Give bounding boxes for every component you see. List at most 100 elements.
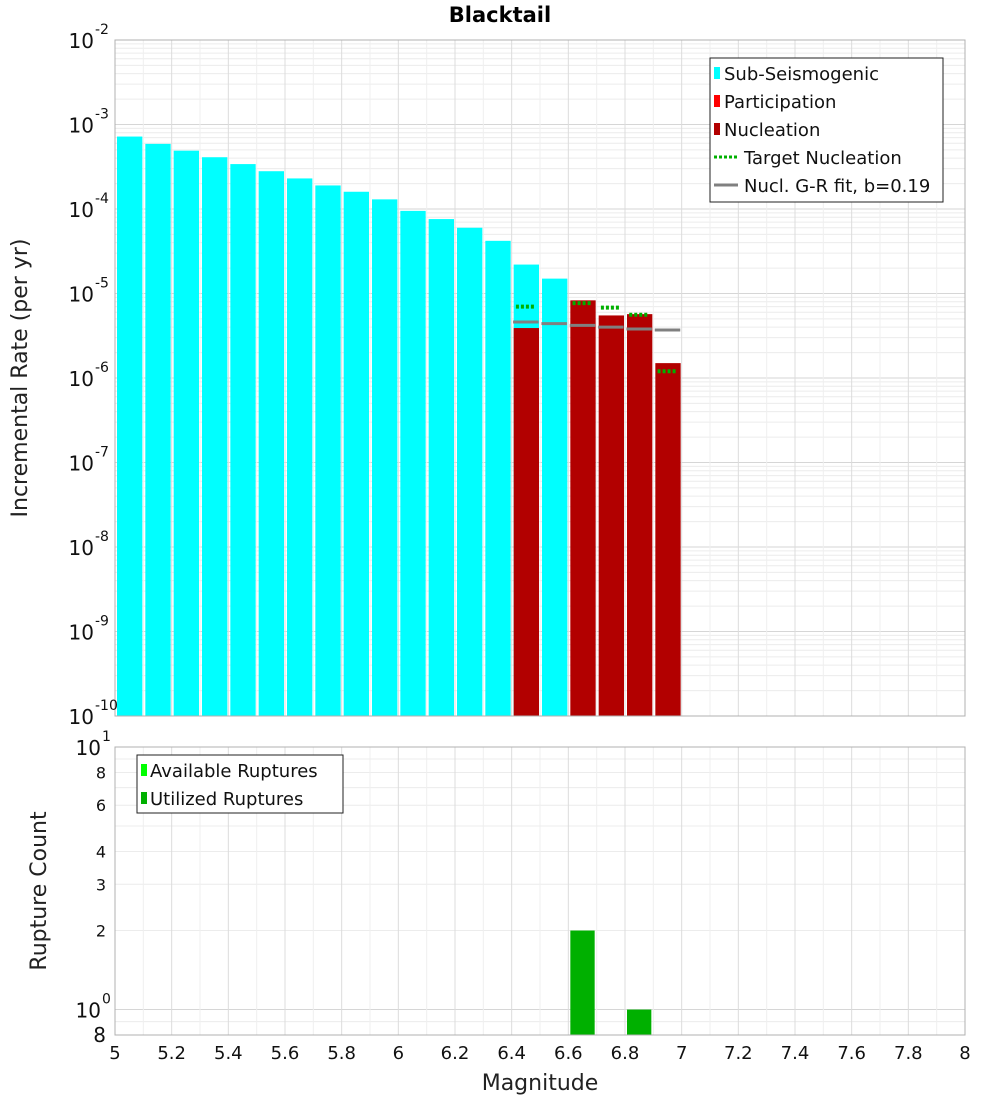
count-y-tick: 2 xyxy=(96,922,106,941)
legend-item-participation: Participation xyxy=(714,92,836,113)
rate-y-tick-exponent: -3 xyxy=(95,107,109,123)
legend-label: Available Ruptures xyxy=(150,761,318,782)
sub-seismogenic-bar xyxy=(315,185,341,717)
chart-title: Blacktail xyxy=(449,3,551,27)
x-tick: 5.8 xyxy=(327,1043,356,1064)
rate-y-tick: 10 -2 xyxy=(69,22,109,53)
count-y-tick: 8 xyxy=(93,1023,106,1047)
rate-y-tick-exponent: -4 xyxy=(95,191,109,207)
legend-item-target-nucleation: Target Nucleation xyxy=(714,148,902,169)
x-tick: 5.4 xyxy=(214,1043,243,1064)
rate-y-tick-base: 10 xyxy=(69,367,94,391)
rate-y-tick-exponent: -8 xyxy=(95,529,109,545)
legend-label: Nucleation xyxy=(724,120,820,141)
count-legend-box xyxy=(136,754,344,814)
count-y-tick: 3 xyxy=(96,875,106,894)
nucleation-bar xyxy=(655,363,681,716)
rate-bars xyxy=(117,136,681,717)
x-tick: 5 xyxy=(109,1043,120,1064)
rate-legend: Sub-Seismogenic Participation Nucleation Ta… xyxy=(709,57,944,203)
sub-seismogenic-bar xyxy=(372,199,398,717)
nucleation-bar xyxy=(570,300,596,716)
x-tick: 5.6 xyxy=(271,1043,300,1064)
legend-swatch xyxy=(714,123,720,135)
rate-y-tick: 10 -8 xyxy=(69,529,109,560)
legend-item-utilized-ruptures: Utilized Ruptures xyxy=(141,789,303,810)
rate-y-tick: 10 -4 xyxy=(69,191,110,222)
sub-seismogenic-bar xyxy=(287,178,313,717)
legend-label: Nucl. G-R fit, b=0.19 xyxy=(744,176,930,197)
sub-seismogenic-bar xyxy=(485,240,511,716)
x-tick: 7.8 xyxy=(894,1043,923,1064)
count-y-tick-exponent: 0 xyxy=(102,992,111,1008)
sub-seismogenic-bar xyxy=(145,143,171,716)
rate-lines xyxy=(513,301,681,374)
count-y-tick: 6 xyxy=(96,796,106,815)
x-axis-title: Magnitude xyxy=(482,1071,599,1096)
x-tick-labels: 5 5.2 5.4 5.6 5.8 6 6.2 6.4 6.6 6.8 7 7.2 7.4 7.6 7.8 8 xyxy=(109,1043,970,1064)
x-tick: 7.2 xyxy=(724,1043,753,1064)
sub-seismogenic-bar xyxy=(173,150,199,716)
x-tick: 6.4 xyxy=(497,1043,526,1064)
utilized-ruptures-bar xyxy=(627,1009,652,1035)
legend-swatch xyxy=(141,792,147,804)
sub-seismogenic-bar xyxy=(258,171,284,716)
rate-y-axis-title: Incremental Rate (per yr) xyxy=(8,239,33,518)
rate-y-tick-exponent: -6 xyxy=(95,360,109,376)
rate-y-tick-base: 10 xyxy=(69,114,94,138)
x-tick: 7 xyxy=(676,1043,687,1064)
sub-seismogenic-bar xyxy=(457,227,483,716)
x-tick: 6.8 xyxy=(611,1043,640,1064)
x-tick: 5.2 xyxy=(157,1043,186,1064)
x-tick: 6.2 xyxy=(441,1043,470,1064)
rate-plot-border xyxy=(114,39,966,717)
legend-label: Utilized Ruptures xyxy=(150,789,303,810)
rate-y-tick-base: 10 xyxy=(69,198,94,222)
rate-y-tick: 10 -9 xyxy=(69,614,109,645)
count-plot-border xyxy=(114,746,966,1036)
rate-y-tick-base: 10 xyxy=(69,621,94,645)
count-y-tick-exponent: 1 xyxy=(102,729,111,745)
rate-y-tick-base: 10 xyxy=(69,29,94,53)
nucleation-bar xyxy=(513,328,539,716)
legend-item-nucleation: Nucleation xyxy=(714,120,820,141)
rate-y-tick-exponent: -9 xyxy=(95,614,109,630)
legend-label: Participation xyxy=(724,92,836,113)
rate-y-tick-exponent: -10 xyxy=(95,698,118,714)
rate-y-tick-exponent: -2 xyxy=(95,22,109,38)
utilized-ruptures-bar xyxy=(570,930,595,1035)
count-y-tick: 4 xyxy=(96,842,106,861)
count-y-tick: 8 xyxy=(96,763,106,782)
sub-seismogenic-bar xyxy=(230,164,256,716)
x-tick: 8 xyxy=(959,1043,970,1064)
sub-seismogenic-bar xyxy=(343,191,369,717)
legend-label: Sub-Seismogenic xyxy=(724,64,879,85)
sub-seismogenic-bar xyxy=(117,136,143,716)
legend-item-available-ruptures: Available Ruptures xyxy=(141,761,318,782)
rate-y-tick-base: 10 xyxy=(69,452,94,476)
legend-item-nucl-g-r-fit-b-0-19: Nucl. G-R fit, b=0.19 xyxy=(714,176,930,197)
count-y-major-tick: 10 0 xyxy=(76,992,111,1023)
count-bars xyxy=(570,930,652,1035)
rate-y-tick-base: 10 xyxy=(69,705,94,729)
rate-y-tick: 10 -10 xyxy=(69,698,118,729)
sub-seismogenic-bar xyxy=(202,157,228,717)
sub-seismogenic-bar xyxy=(542,278,568,716)
legend-item-sub-seismogenic: Sub-Seismogenic xyxy=(714,64,879,85)
count-y-tick-base: 10 xyxy=(76,736,101,760)
rate-y-tick-base: 10 xyxy=(69,283,94,307)
nucleation-bar xyxy=(627,314,653,716)
rate-y-tick: 10 -5 xyxy=(69,276,109,307)
legend-label: Target Nucleation xyxy=(743,148,902,169)
count-y-axis-title: Rupture Count xyxy=(27,811,52,971)
sub-seismogenic-bar xyxy=(428,219,454,716)
rate-y-tick-exponent: -5 xyxy=(95,276,109,292)
rate-y-tick: 10 -7 xyxy=(69,445,109,476)
x-tick: 6.6 xyxy=(554,1043,583,1064)
rate-y-tick: 10 -6 xyxy=(69,360,110,391)
x-tick: 7.6 xyxy=(837,1043,866,1064)
